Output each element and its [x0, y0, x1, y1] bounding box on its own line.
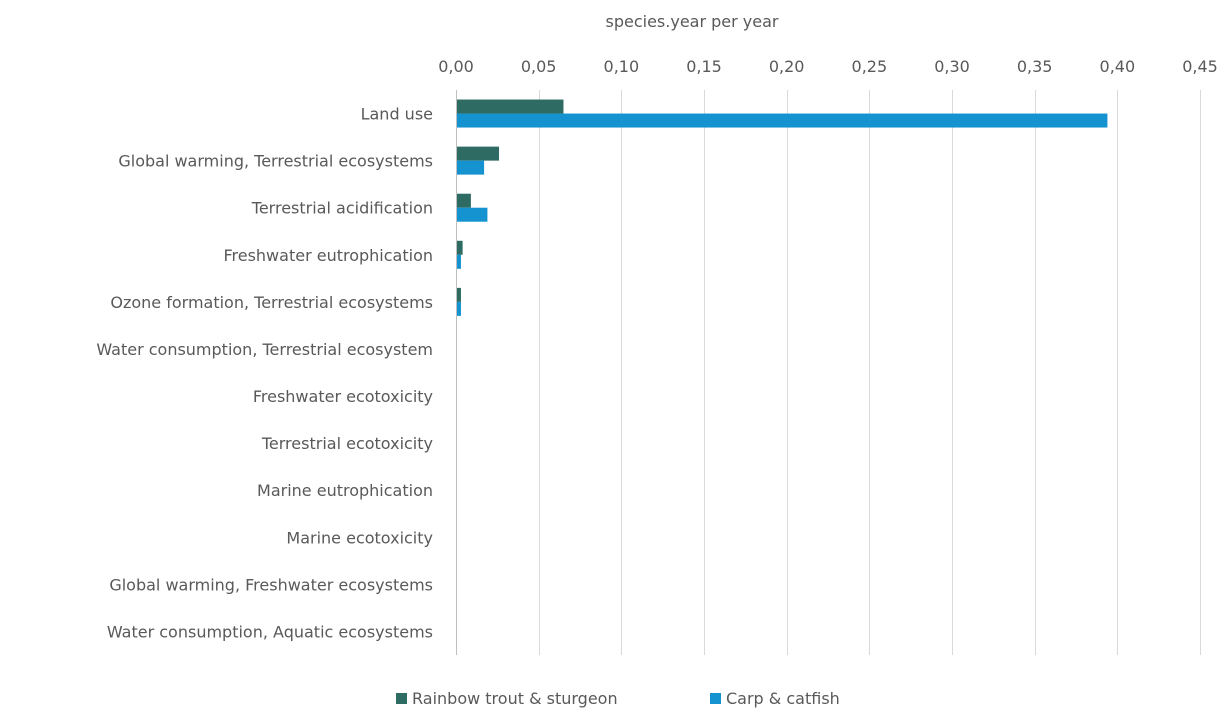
legend-label: Carp & catfish — [726, 689, 840, 708]
bar-series-1 — [456, 99, 564, 114]
category-label: Land use — [361, 105, 433, 124]
bar-series-2 — [456, 254, 461, 269]
gridlines — [539, 90, 1201, 655]
bar-series-2 — [456, 113, 1108, 128]
x-tick-label: 0,25 — [852, 57, 888, 76]
bar-series-2 — [456, 207, 488, 222]
category-label: Ozone formation, Terrestrial ecosystems — [110, 293, 433, 312]
category-label: Water consumption, Terrestrial ecosystem — [96, 340, 433, 359]
bar-series-2 — [456, 301, 461, 316]
legend-swatch — [396, 693, 407, 704]
legend-swatch — [710, 693, 721, 704]
x-tick-label: 0,00 — [438, 57, 474, 76]
x-axis-title: species.year per year — [606, 12, 779, 31]
bar-series-1 — [456, 287, 461, 302]
category-label: Global warming, Terrestrial ecosystems — [118, 152, 433, 171]
category-label: Terrestrial acidification — [251, 199, 433, 218]
category-label: Marine eutrophication — [257, 481, 433, 500]
bar-series-1 — [456, 146, 499, 161]
x-tick-label: 0,35 — [1017, 57, 1053, 76]
x-tick-label: 0,40 — [1100, 57, 1136, 76]
bar-series-2 — [456, 160, 485, 175]
x-tick-label: 0,30 — [934, 57, 970, 76]
category-label: Water consumption, Aquatic ecosystems — [107, 622, 433, 641]
bars — [456, 99, 1108, 646]
category-label: Terrestrial ecotoxicity — [261, 434, 433, 453]
legend: Rainbow trout & sturgeon Carp & catfish — [396, 689, 840, 708]
bar-series-1 — [456, 193, 471, 208]
x-tick-label: 0,45 — [1182, 57, 1218, 76]
category-label: Freshwater ecotoxicity — [253, 387, 433, 406]
category-label: Freshwater eutrophication — [223, 246, 433, 265]
category-label: Global warming, Freshwater ecosystems — [109, 575, 433, 594]
legend-label: Rainbow trout & sturgeon — [412, 689, 618, 708]
x-axis-ticks: 0,00 0,05 0,10 0,15 0,20 0,25 0,30 0,35 0,40 0,45 — [438, 57, 1218, 76]
x-tick-label: 0,20 — [769, 57, 805, 76]
bar-series-1 — [456, 240, 463, 255]
category-label: Marine ecotoxicity — [286, 528, 433, 547]
category-labels: Land use Global warming, Terrestrial ecos… — [96, 105, 433, 642]
x-tick-label: 0,10 — [604, 57, 640, 76]
x-tick-label: 0,15 — [686, 57, 722, 76]
x-tick-label: 0,05 — [521, 57, 557, 76]
